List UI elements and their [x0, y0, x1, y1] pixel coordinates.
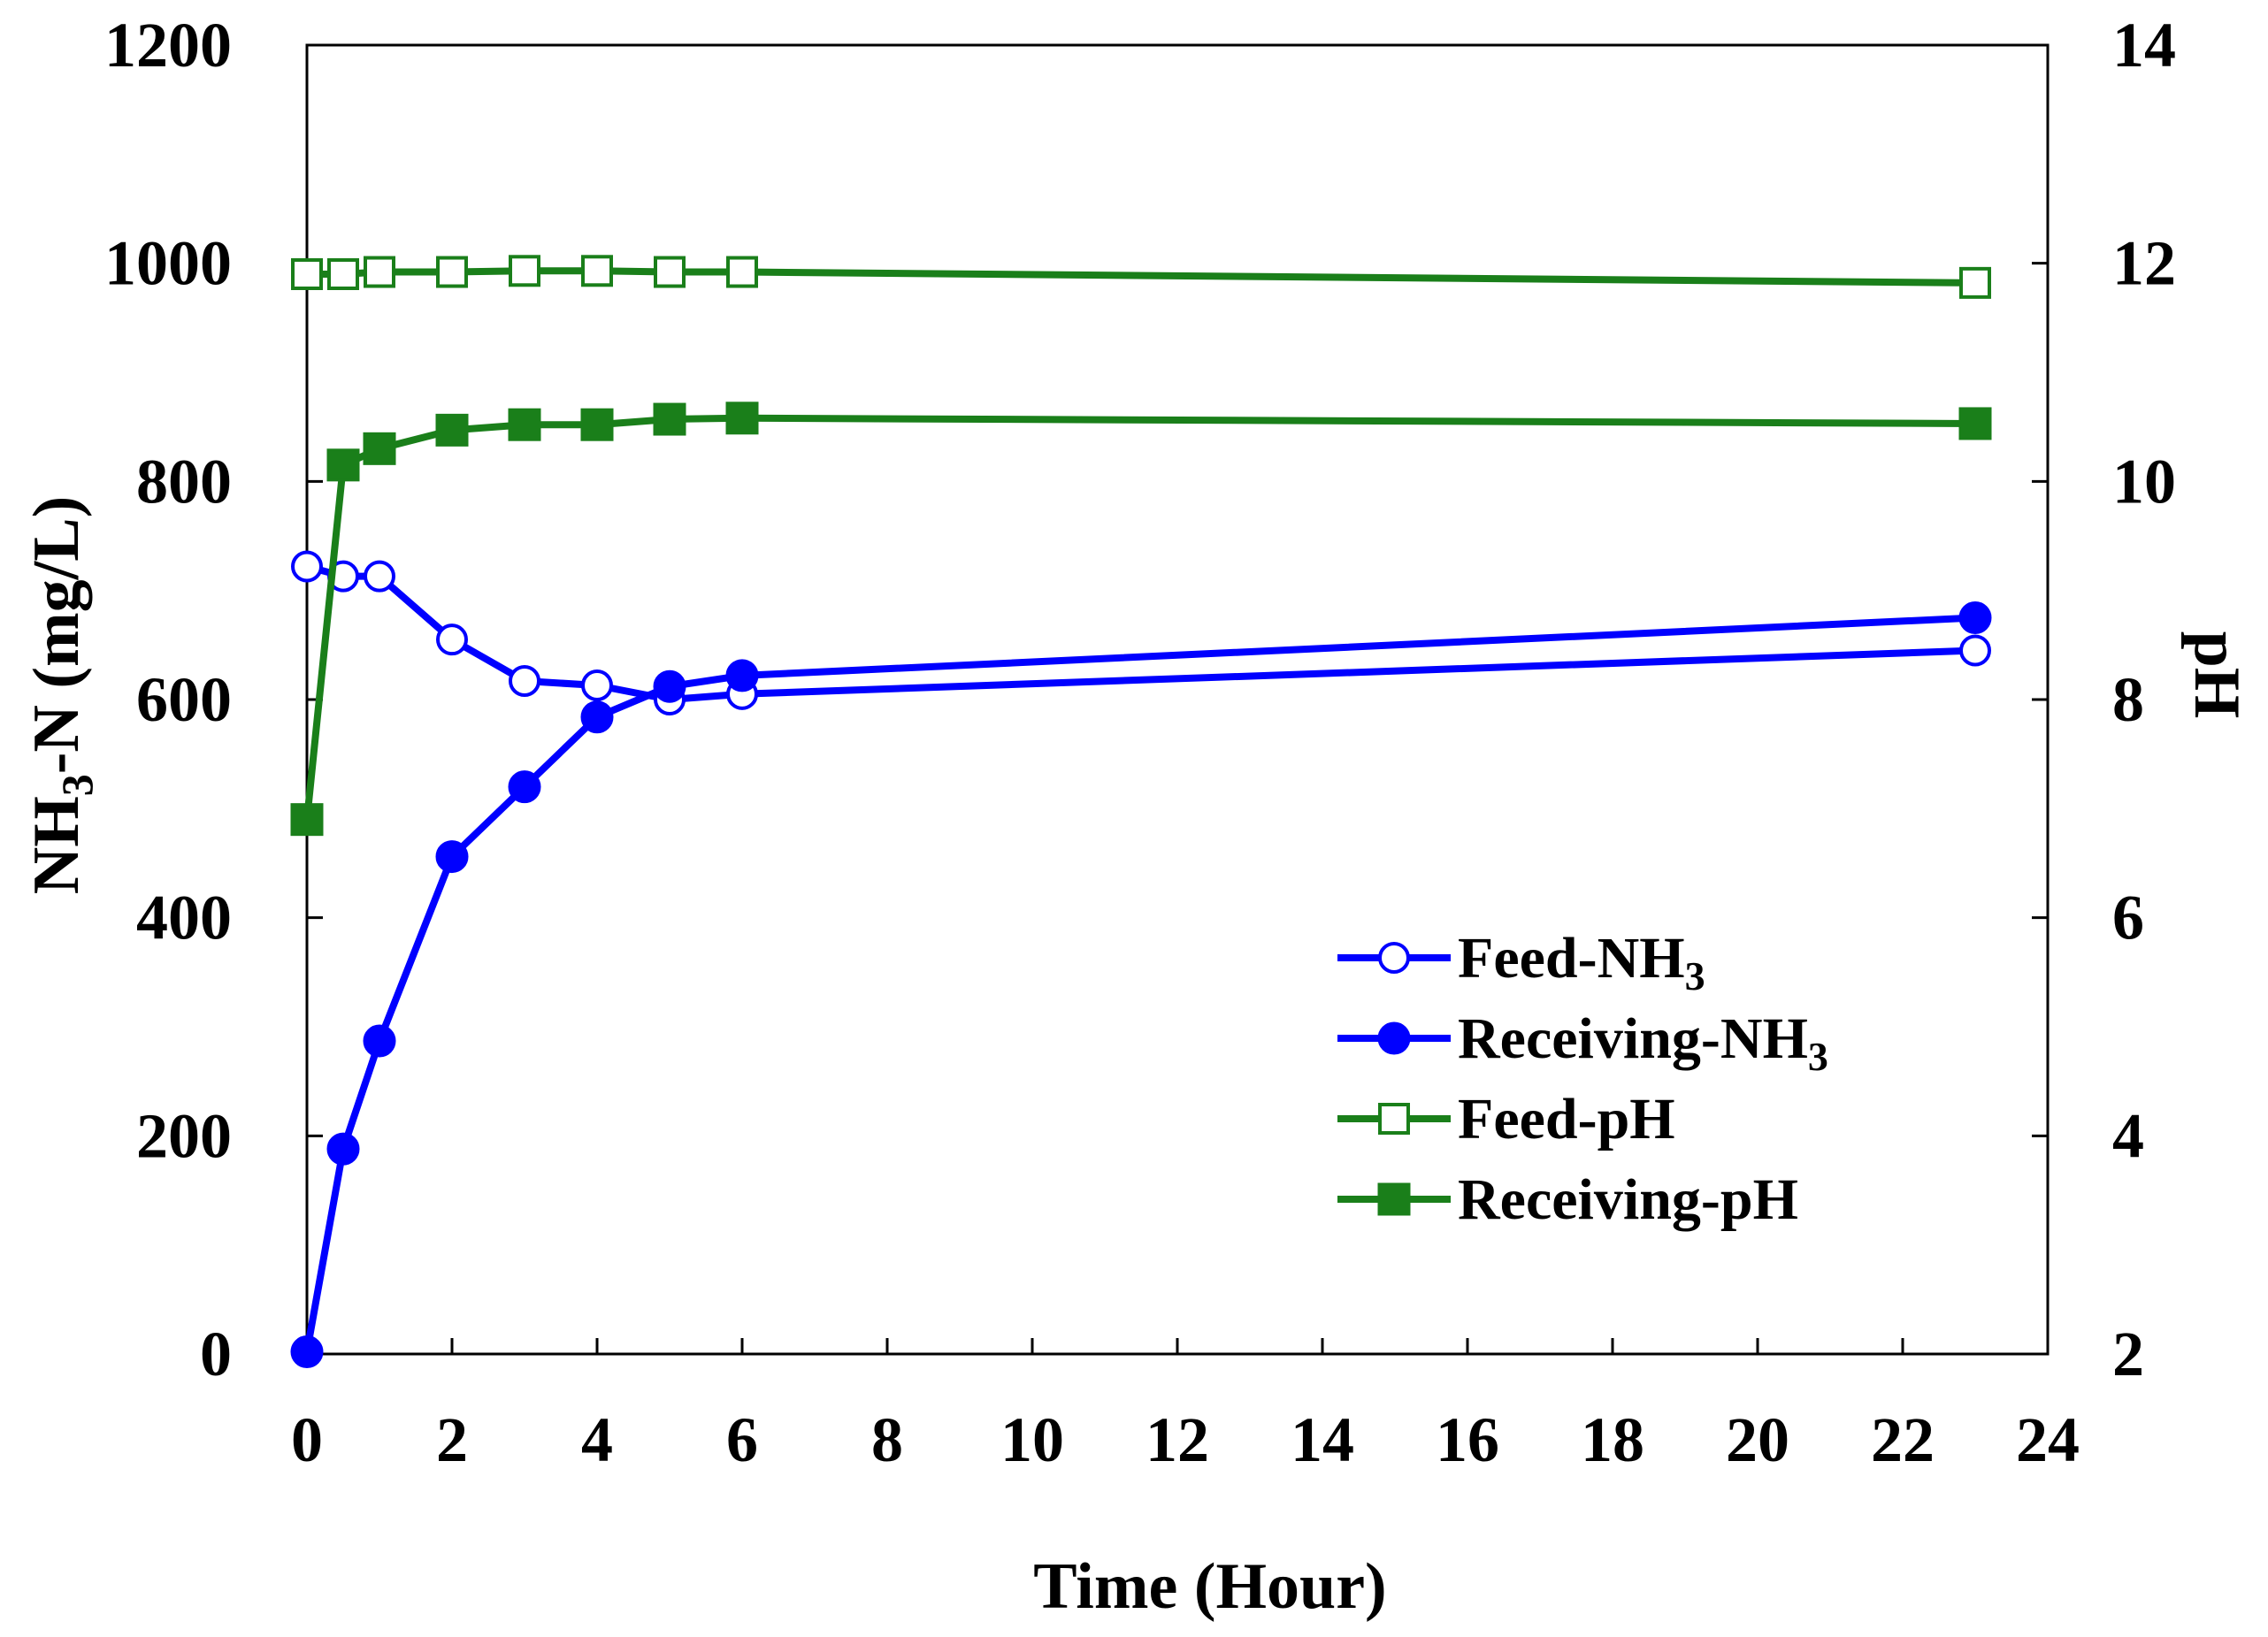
data-point-receiving-nh3 — [363, 1024, 396, 1058]
right-y-axis: 2 4 6 8 10 12 14 — [2032, 10, 2176, 1389]
series-line-receiving-nh3 — [303, 614, 1976, 1353]
plot-frame — [305, 43, 2050, 1356]
right-y-tick-label: 10 — [2112, 446, 2176, 516]
data-point-feed-nh3 — [1959, 634, 1991, 667]
right-y-tick-label: 2 — [2112, 1319, 2144, 1389]
data-point-receiving-nh3 — [653, 669, 686, 703]
x-tick-label: 2 — [436, 1404, 468, 1475]
right-y-axis-title: pH — [2180, 631, 2253, 719]
x-tick-label: 24 — [2016, 1404, 2080, 1475]
left-y-axis-title: NH3-N (mg/L) — [20, 496, 102, 894]
series-feed-nh3 — [291, 550, 1991, 715]
series-feed-ph — [291, 255, 1991, 299]
data-point-receiving-nh3 — [435, 840, 469, 874]
legend-marker — [1378, 1103, 1410, 1135]
x-tick-label: 4 — [581, 1404, 613, 1475]
left-y-tick-label: 800 — [136, 446, 232, 516]
legend-label: Receiving-NH3 — [1458, 1006, 1828, 1079]
data-point-receiving-nh3 — [508, 770, 541, 804]
legend-item-receiving-ph: Receiving-pH — [1337, 1167, 1798, 1232]
data-point-feed-ph — [1959, 266, 1991, 299]
data-point-receiving-nh3 — [725, 659, 759, 692]
data-point-receiving-ph — [363, 432, 396, 465]
series-receiving-ph — [290, 402, 1992, 837]
data-point-receiving-ph — [580, 408, 614, 441]
data-point-feed-nh3 — [509, 665, 540, 698]
x-axis-title: Time (Hour) — [1033, 1550, 1386, 1623]
data-point-feed-ph — [654, 256, 686, 288]
x-tick-label: 0 — [291, 1404, 323, 1475]
data-point-feed-nh3 — [291, 550, 323, 583]
data-point-feed-nh3 — [364, 560, 395, 593]
left-y-tick-label: 0 — [200, 1319, 232, 1389]
data-point-receiving-ph — [290, 803, 324, 837]
data-point-receiving-ph — [1958, 407, 1992, 440]
series-line-feed-ph — [307, 267, 1976, 287]
left-y-tick-label: 1200 — [104, 10, 232, 80]
data-point-feed-ph — [327, 258, 359, 290]
data-point-receiving-ph — [725, 402, 759, 435]
data-point-feed-nh3 — [581, 669, 613, 701]
legend-label: Receiving-pH — [1458, 1167, 1798, 1232]
data-point-feed-ph — [509, 255, 540, 287]
legend-item-feed-ph: Feed-pH — [1337, 1087, 1675, 1151]
data-point-receiving-ph — [435, 413, 469, 447]
x-tick-label: 8 — [871, 1404, 903, 1475]
left-y-tick-label: 400 — [136, 883, 232, 953]
series-layer — [290, 255, 1992, 1369]
x-tick-label: 16 — [1436, 1404, 1499, 1475]
legend-marker — [1378, 942, 1410, 974]
legend: Feed-NH3 Receiving-NH3 Feed-pH Receiving-pH — [1337, 926, 1828, 1232]
x-tick-label: 14 — [1291, 1404, 1354, 1475]
data-point-receiving-nh3 — [1958, 601, 1992, 634]
x-tick-label: 6 — [726, 1404, 758, 1475]
data-point-receiving-nh3 — [326, 1132, 360, 1166]
x-tick-label: 22 — [1871, 1404, 1935, 1475]
data-point-feed-ph — [436, 256, 468, 288]
legend-item-receiving-nh3: Receiving-NH3 — [1337, 1006, 1828, 1079]
data-point-feed-nh3 — [436, 623, 468, 656]
x-tick-label: 10 — [1000, 1404, 1064, 1475]
left-y-tick-label: 200 — [136, 1100, 232, 1171]
legend-label: Feed-NH3 — [1458, 926, 1705, 998]
left-y-axis: 0 200 400 600 800 1000 1200 — [104, 10, 323, 1389]
data-point-feed-ph — [581, 255, 613, 287]
legend-marker — [1377, 1021, 1411, 1055]
x-axis: 0 2 4 6 8 10 12 14 16 18 20 22 24 — [291, 1338, 2080, 1475]
data-point-receiving-nh3 — [290, 1335, 324, 1369]
series-receiving-nh3 — [290, 601, 1992, 1369]
legend-label: Feed-pH — [1458, 1087, 1675, 1151]
legend-item-feed-nh3: Feed-NH3 — [1337, 926, 1705, 998]
data-point-feed-ph — [291, 258, 323, 290]
x-tick-label: 18 — [1581, 1404, 1644, 1475]
x-tick-label: 20 — [1726, 1404, 1789, 1475]
data-point-receiving-nh3 — [580, 700, 614, 734]
data-point-receiving-ph — [326, 448, 360, 482]
data-point-receiving-ph — [508, 408, 541, 441]
legend-marker — [1377, 1182, 1411, 1216]
data-point-feed-ph — [364, 256, 395, 288]
left-y-tick-label: 600 — [136, 664, 232, 735]
right-y-tick-label: 8 — [2112, 664, 2144, 735]
data-point-feed-ph — [726, 256, 758, 288]
left-y-tick-label: 1000 — [104, 228, 232, 299]
right-y-tick-label: 14 — [2112, 10, 2176, 80]
right-y-tick-label: 6 — [2112, 883, 2144, 953]
x-tick-label: 12 — [1145, 1404, 1209, 1475]
right-y-tick-label: 4 — [2112, 1100, 2144, 1171]
right-y-tick-label: 12 — [2112, 228, 2176, 299]
data-point-receiving-ph — [653, 402, 686, 436]
